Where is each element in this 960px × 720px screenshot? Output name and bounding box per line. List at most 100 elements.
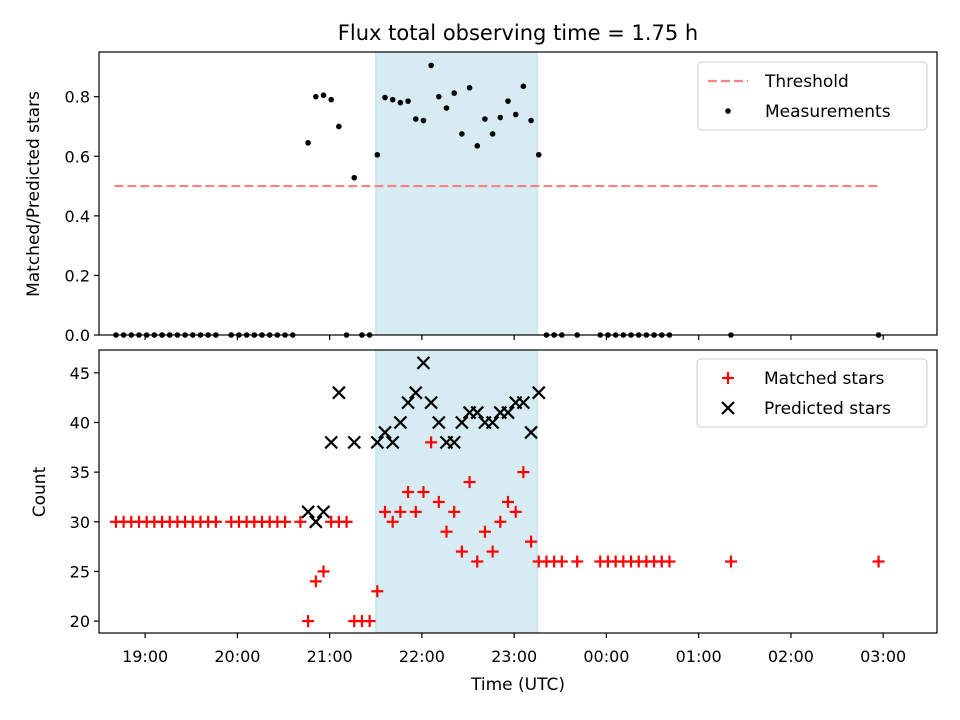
matched-star-point [294, 515, 307, 528]
x-axis-label: Time (UTC) [470, 675, 565, 695]
bottom-highlight-span [375, 349, 538, 634]
top-points [113, 62, 882, 338]
x-tick-label: 19:00 [122, 647, 168, 666]
bottom-y-axis-label: Count [30, 466, 50, 517]
measurement-point [320, 92, 327, 98]
predicted-star-point [531, 385, 546, 400]
measurement-point [451, 90, 457, 96]
y-tick-label: 40 [70, 413, 90, 432]
top-y-ticks: 0.0 0.2 0.4 0.6 0.8 [65, 88, 99, 345]
predicted-star-point [301, 505, 315, 519]
measurement-point [336, 123, 342, 130]
matched-star-point [872, 555, 885, 568]
measurement-point [459, 131, 465, 137]
predicted-legend-label: Predicted stars [764, 399, 891, 419]
predicted-star-point [347, 435, 362, 450]
predicted-star-point [385, 435, 400, 450]
matched-star-point [571, 555, 584, 568]
predicted-star-point [501, 405, 515, 420]
matched-star-point [525, 535, 538, 548]
matched-star-point [440, 525, 453, 538]
measurement-point [328, 96, 334, 103]
measurement-point [412, 116, 419, 122]
predicted-star-point [455, 415, 469, 430]
y-tick-label: 35 [70, 463, 90, 482]
matched-star-point [209, 515, 222, 528]
measurements-legend-label: Measurements [765, 102, 891, 122]
matched-star-point [494, 515, 507, 528]
predicted-star-stroke [455, 415, 469, 430]
predicted-star-stroke [531, 385, 546, 400]
measurements-legend-swatch [725, 108, 731, 114]
matched-star-point [463, 476, 476, 489]
top-axes-frame [98, 51, 938, 336]
predicted-star-stroke [370, 435, 385, 450]
bottom-panel: 20 25 30 35 40 45 19:00 20:00 21:00 22:00 23:00 00… [30, 349, 938, 695]
predicted-star-point [485, 415, 500, 430]
y-tick-label: 0.8 [65, 88, 90, 107]
predicted-star-stroke [424, 395, 438, 410]
predicted-star-point [309, 515, 323, 529]
predicted-star-stroke [316, 505, 331, 519]
predicted-star-stroke [385, 435, 400, 450]
predicted-star-stroke [447, 435, 461, 450]
bottom-x-ticks: 19:00 20:00 21:00 22:00 23:00 00:00 01:00 02:00… [122, 633, 906, 666]
measurement-point [405, 98, 411, 104]
predicted-star-point [447, 435, 461, 450]
predicted-star-stroke [378, 425, 392, 440]
measurement-point [389, 96, 396, 103]
measurement-point [374, 151, 381, 158]
predicted-star-stroke [324, 435, 338, 450]
top-y-axis-label: Matched/Predicted stars [24, 91, 44, 297]
matched-star-point [363, 615, 376, 628]
matched-legend-swatch [722, 372, 734, 384]
measurement-point [382, 94, 388, 101]
y-tick-label: 20 [70, 612, 90, 631]
matched-star-point [502, 495, 515, 508]
predicted-star-point [516, 395, 531, 410]
x-tick-label: 21:00 [307, 647, 353, 666]
predicted-star-point [401, 395, 415, 410]
measurement-point [474, 143, 481, 149]
predicted-star-stroke [416, 356, 431, 370]
measurement-point [397, 99, 404, 106]
matched-star-point [448, 505, 461, 518]
measurement-point [420, 117, 427, 124]
matched-star-point [340, 515, 353, 528]
bottom-y-ticks: 20 25 30 35 40 45 [70, 364, 99, 631]
top-legend-box [697, 61, 928, 131]
top-x-ticks [144, 335, 884, 340]
predicted-star-stroke [301, 505, 315, 519]
matched-star-point [417, 485, 430, 498]
predicted-star-stroke [470, 405, 485, 420]
matched-star-point [555, 555, 568, 568]
measurement-point [466, 84, 473, 91]
predicted-star-stroke [309, 515, 323, 529]
y-tick-label: 0.6 [65, 147, 90, 166]
matched-star-point [309, 575, 322, 588]
predicted-star-point [378, 425, 392, 440]
measurement-point [497, 114, 504, 121]
matched-star-point [302, 615, 315, 628]
x-tick-label: 23:00 [491, 647, 537, 666]
predicted-star-stroke [401, 395, 415, 410]
matched-star-point [724, 555, 737, 568]
x-tick-label: 01:00 [676, 647, 722, 666]
predicted-star-point [524, 425, 538, 440]
measurement-point [482, 116, 488, 122]
measurement-point [351, 174, 358, 181]
predicted-star-point [416, 356, 431, 370]
bottom-points [109, 356, 885, 628]
matched-star-point [386, 515, 399, 528]
top-panel: 0.00.20.40.60.8 Matched/Predicted stars … [24, 51, 938, 345]
predicted-star-point [324, 435, 338, 450]
predicted-star-stroke [347, 435, 362, 450]
predicted-star-point [432, 415, 446, 430]
bottom-axes-frame [98, 349, 938, 634]
bottom-legend-box [696, 358, 928, 428]
matched-star-point [663, 555, 676, 568]
y-tick-label: 0.2 [65, 266, 90, 285]
measurement-point [443, 105, 450, 111]
matched-star-point [378, 505, 391, 518]
matched-star-point [471, 555, 484, 568]
